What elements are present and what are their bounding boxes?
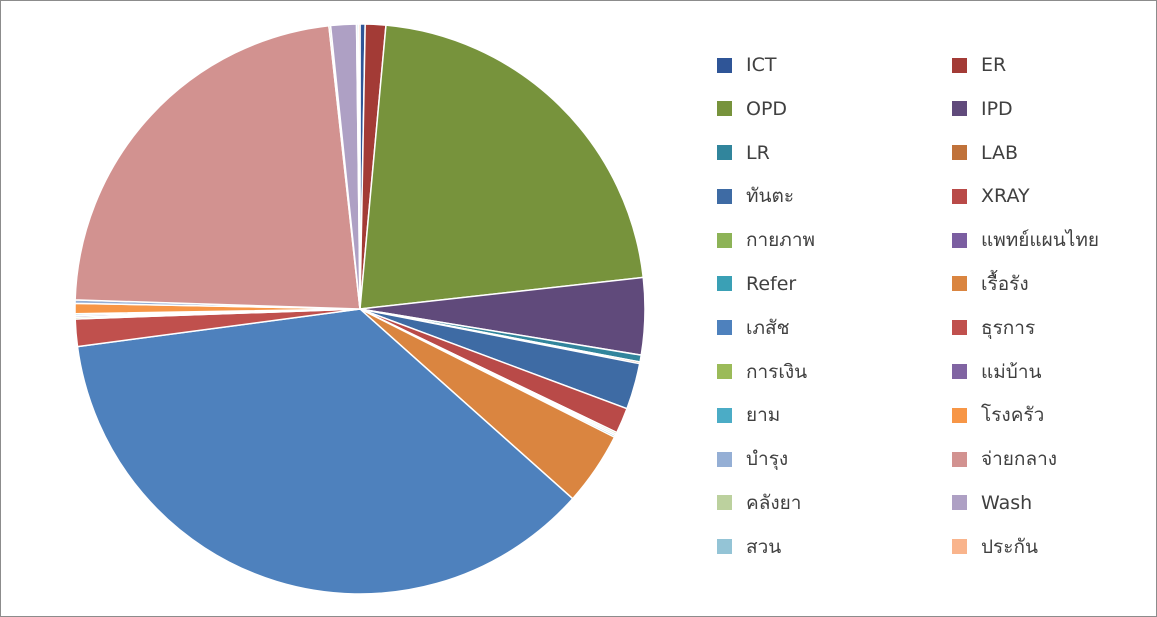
legend-item: สวน — [717, 534, 952, 560]
legend-swatch — [717, 320, 732, 336]
legend-label: แม่บ้าน — [981, 360, 1042, 383]
legend-item: แม่บ้าน — [952, 359, 1152, 385]
pie-slice-2 — [359, 24, 644, 310]
legend-swatch — [952, 320, 967, 336]
legend-label: คลังยา — [746, 491, 802, 514]
legend-label: ประกัน — [981, 535, 1038, 558]
pie-slice-23 — [357, 23, 361, 310]
legend-item: เรื้อรัง — [952, 271, 1152, 297]
legend-label: แพทย์แผนไทย — [981, 229, 1100, 252]
legend-label: จ่ายกลาง — [981, 448, 1058, 471]
legend-swatch — [717, 539, 732, 555]
legend-swatch — [952, 539, 967, 555]
legend-label: สวน — [746, 535, 782, 558]
legend-label: เภสัช — [746, 316, 790, 339]
legend-swatch — [952, 101, 967, 117]
legend-item: IPD — [952, 96, 1152, 122]
legend-item: ER — [952, 52, 1152, 78]
pie-slice-12 — [76, 308, 574, 595]
legend-item: จ่ายกลาง — [952, 446, 1152, 472]
legend-item: ยาม — [717, 402, 952, 428]
legend-swatch — [952, 57, 967, 73]
legend-item: บำรุง — [717, 446, 952, 472]
legend-label: การเงิน — [746, 360, 808, 383]
legend-swatch — [952, 145, 967, 161]
legend-item: Refer — [717, 271, 952, 297]
legend-item: ICT — [717, 52, 952, 78]
legend-swatch — [717, 495, 732, 511]
legend-item: XRAY — [952, 183, 1152, 209]
legend-item: การเงิน — [717, 359, 952, 385]
legend-label: กายภาพ — [746, 229, 816, 252]
chart-legend: ICT ER OPD IPD LR LAB ทันตะ XRAY กายภาพ แพทย์แผนไ… — [717, 52, 1152, 578]
legend-swatch — [717, 188, 732, 204]
legend-swatch — [952, 188, 967, 204]
legend-label: LR — [746, 141, 770, 164]
pie-slice-19 — [74, 24, 361, 310]
legend-swatch — [952, 495, 967, 511]
legend-label: ER — [981, 54, 1007, 76]
legend-item: OPD — [717, 96, 952, 122]
legend-label: XRAY — [981, 185, 1030, 208]
legend-label: โรงครัว — [981, 404, 1045, 427]
legend-label: ธุรการ — [981, 316, 1036, 339]
legend-label: OPD — [746, 97, 788, 120]
legend-item: โรงครัว — [952, 402, 1152, 428]
legend-item: Wash — [952, 490, 1152, 516]
legend-item: เภสัช — [717, 315, 952, 341]
legend-label: ยาม — [746, 404, 781, 427]
legend-label: IPD — [981, 97, 1013, 120]
legend-swatch — [952, 364, 967, 380]
legend-item: กายภาพ — [717, 227, 952, 253]
legend-swatch — [717, 407, 732, 423]
legend-item: ทันตะ — [717, 183, 952, 209]
legend-label: LAB — [981, 141, 1019, 164]
legend-swatch — [717, 232, 732, 248]
legend-swatch — [717, 145, 732, 161]
legend-label: ICT — [746, 54, 777, 76]
legend-swatch — [717, 451, 732, 467]
legend-swatch — [717, 276, 732, 292]
legend-label: Refer — [746, 272, 797, 295]
legend-label: บำรุง — [746, 448, 789, 471]
legend-item: แพทย์แผนไทย — [952, 227, 1152, 253]
legend-swatch — [952, 407, 967, 423]
legend-item: LR — [717, 140, 952, 166]
legend-item: LAB — [952, 140, 1152, 166]
legend-swatch — [717, 364, 732, 380]
legend-swatch — [717, 57, 732, 73]
legend-swatch — [952, 451, 967, 467]
legend-item: ประกัน — [952, 534, 1152, 560]
legend-label: เรื้อรัง — [981, 272, 1029, 295]
legend-swatch — [717, 101, 732, 117]
legend-item: คลังยา — [717, 490, 952, 516]
legend-label: ทันตะ — [746, 185, 795, 208]
legend-swatch — [952, 276, 967, 292]
legend-item: ธุรการ — [952, 315, 1152, 341]
legend-label: Wash — [981, 491, 1033, 514]
legend-swatch — [952, 232, 967, 248]
